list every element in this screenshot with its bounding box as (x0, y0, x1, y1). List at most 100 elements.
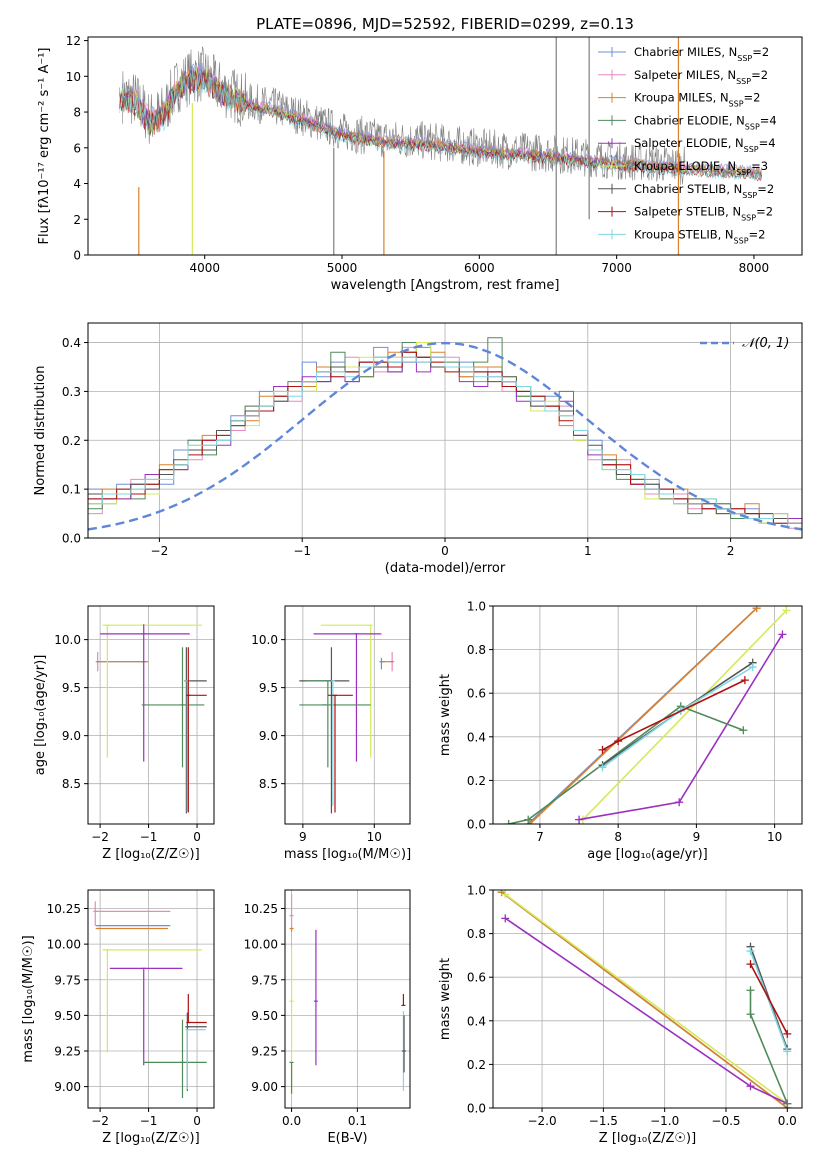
x-tick-label: −2 (91, 1114, 109, 1128)
x-axis-label: Z [log₁₀(Z/Z☉)] (102, 1131, 199, 1146)
axes-frame (284, 889, 411, 1109)
errorbar (327, 694, 353, 813)
axes-frame (87, 605, 215, 825)
point-marker (748, 663, 757, 672)
y-tick-label: 8.5 (259, 777, 278, 791)
y-tick-label: 6 (73, 141, 81, 155)
point-marker (783, 1047, 792, 1056)
y-axis-label: mass weight (438, 674, 453, 756)
errorbar (320, 624, 373, 758)
grid (88, 606, 214, 824)
point-marker (783, 1029, 792, 1038)
y-tick-label: 9.75 (251, 973, 278, 987)
point-marker (614, 737, 623, 746)
point-marker (782, 606, 791, 615)
errorbar (185, 1029, 206, 1090)
x-tick-label: 1 (584, 544, 592, 558)
x-tick-label: 8000 (739, 261, 770, 275)
point-marker (501, 914, 510, 923)
errorbar (186, 647, 207, 813)
grid (88, 890, 214, 1108)
x-tick-label: −1.5 (589, 1114, 618, 1128)
x-tick-label: 5000 (327, 261, 358, 275)
y-axis-label: Normed distribution (33, 366, 48, 496)
plot-area (289, 894, 407, 1094)
errorbar (102, 624, 202, 758)
x-tick-label: 0.0 (778, 1114, 797, 1128)
y-tick-label: 10.25 (244, 902, 278, 916)
axes-frame (87, 889, 215, 1109)
legend-entry: Chabrier ELODIE, NSSP=4 (634, 113, 777, 130)
point-marker (675, 798, 684, 807)
errorbar (306, 680, 330, 768)
x-tick-label: 6000 (464, 261, 495, 275)
y-tick-label: 0.2 (62, 434, 81, 448)
x-tick-label: 9 (693, 830, 701, 844)
y-tick-label: 9.0 (62, 729, 81, 743)
y-tick-label: 9.0 (259, 729, 278, 743)
panel-5: −2 −1 0 9.00 9.25 9.50 9.75 10.00 10.25 Z [log₁₀(… (21, 889, 215, 1146)
series-kroupa-stelib (749, 950, 789, 1052)
x-axis-label: mass [log₁₀(M/M☉)] (284, 847, 411, 862)
y-tick-label: 0.2 (467, 774, 486, 788)
x-tick-label: −2 (151, 544, 169, 558)
series-chabrier-elodie (508, 705, 744, 824)
point-marker (501, 890, 510, 899)
x-tick-label: 2 (727, 544, 735, 558)
x-axis-label: E(B-V) (327, 1131, 367, 1146)
legend-entry: Kroupa MILES, NSSP=2 (634, 91, 760, 109)
x-tick-label: 0 (193, 1114, 201, 1128)
legend-entry: Kroupa ELODIE, NSSP=3 (634, 159, 768, 177)
x-tick-label: 4000 (189, 261, 220, 275)
legend-entry: Chabrier MILES, NSSP=2 (634, 45, 769, 63)
legend-entry: Salpeter STELIB, NSSP=2 (634, 205, 773, 223)
plot-area (93, 901, 207, 1099)
point-marker (746, 1082, 755, 1091)
series-kroupa-elodie (504, 893, 788, 1105)
y-tick-label: 0.6 (467, 971, 486, 985)
y-tick-label: 12 (66, 34, 81, 48)
x-tick-label: 0 (441, 544, 449, 558)
legend-entry: Salpeter ELODIE, NSSP=4 (634, 136, 776, 154)
x-axis-label: Z [log₁₀(Z/Z☉)] (599, 1131, 696, 1146)
errorbar (313, 633, 382, 762)
x-tick-label: 0.0 (282, 1114, 301, 1128)
point-marker (746, 986, 755, 995)
errorbar (102, 949, 202, 1053)
grid (285, 606, 410, 824)
plot-area (497, 890, 792, 1108)
y-tick-label: 8 (73, 106, 81, 120)
series-salpeter-stelib (602, 679, 746, 751)
point-marker (575, 815, 584, 824)
axes-frame (87, 36, 803, 256)
point-marker (740, 676, 749, 685)
y-tick-label: 0.8 (467, 643, 486, 657)
errorbar (180, 647, 185, 768)
x-tick-label: −2 (91, 830, 109, 844)
x-axis-label: age [log₁₀(age/yr)] (587, 847, 708, 862)
errorbar (313, 929, 318, 1066)
y-tick-label: 9.25 (54, 1045, 81, 1059)
x-tick-label: 7000 (601, 261, 632, 275)
errorbar (401, 994, 406, 1007)
y-tick-label: 9.00 (251, 1080, 278, 1094)
legend: 𝒩(0, 1) (700, 336, 789, 351)
errorbar (185, 1012, 207, 1091)
panel-7: −2.0 −1.5 −1.0 −0.5 0.0 0.0 0.2 0.4 0.6 0.8 1.0 Z [… (438, 884, 803, 1146)
x-tick-label: 9 (299, 830, 307, 844)
plot-area (504, 606, 791, 824)
errorbar (143, 1019, 207, 1099)
legend-entry: 𝒩(0, 1) (742, 336, 789, 351)
errorbar (109, 967, 183, 1066)
point-marker (739, 726, 748, 735)
point-marker (778, 630, 787, 639)
y-axis-label: age [log₁₀(age/yr)] (33, 655, 48, 776)
y-tick-label: 0.8 (467, 927, 486, 941)
y-tick-label: 4 (73, 177, 81, 191)
point-marker (598, 745, 607, 754)
panel-3: 9 10 8.5 9.0 9.5 10.0 mass [log₁₀(M/M☉)] (251, 605, 411, 862)
legend-entry: Chabrier STELIB, NSSP=2 (634, 182, 774, 200)
y-tick-label: 8.5 (62, 777, 81, 791)
y-tick-label: 1.0 (467, 884, 486, 898)
